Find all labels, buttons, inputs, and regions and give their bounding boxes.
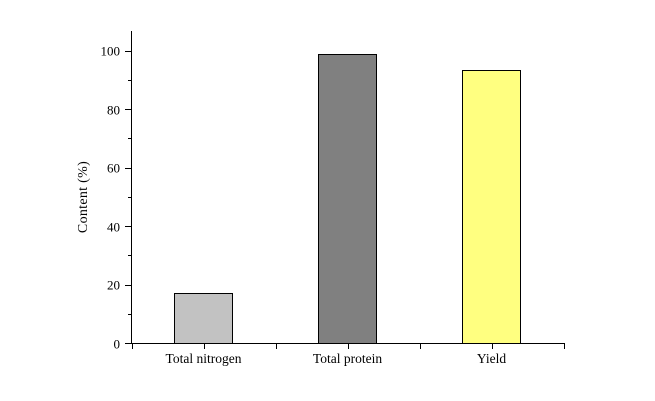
x-category-label: Total nitrogen <box>165 351 242 366</box>
y-minor-tick <box>127 196 131 198</box>
y-tick-label: 20 <box>107 277 120 293</box>
bar-yield <box>462 70 521 344</box>
y-tick-label: 0 <box>113 336 121 351</box>
x-category-label: Yield <box>476 351 507 366</box>
y-major-tick <box>125 284 131 286</box>
y-major-tick <box>125 343 131 344</box>
y-tick-label: 100 <box>100 43 121 59</box>
x-category-tick <box>347 344 349 349</box>
x-boundary-tick <box>131 344 133 349</box>
y-major-tick <box>125 226 131 227</box>
y-minor-tick <box>127 313 131 315</box>
y-tick-label: 60 <box>107 160 120 176</box>
y-major-tick <box>125 109 131 110</box>
x-category-tick <box>203 344 205 349</box>
y-tick-label: 40 <box>107 219 120 234</box>
bar-total-protein <box>318 54 377 344</box>
x-category-tick <box>491 344 493 349</box>
x-boundary-tick <box>419 344 421 349</box>
y-minor-tick <box>127 138 131 140</box>
y-major-tick <box>125 50 131 52</box>
y-axis-line <box>131 31 132 344</box>
y-major-tick <box>125 167 131 169</box>
y-minor-tick <box>127 79 131 81</box>
x-category-label: Total protein <box>312 351 383 366</box>
y-tick-label: 80 <box>107 102 120 117</box>
bar-total-nitrogen <box>174 293 233 344</box>
x-boundary-tick <box>275 344 277 349</box>
y-minor-tick <box>127 255 131 257</box>
x-boundary-tick <box>563 344 565 349</box>
